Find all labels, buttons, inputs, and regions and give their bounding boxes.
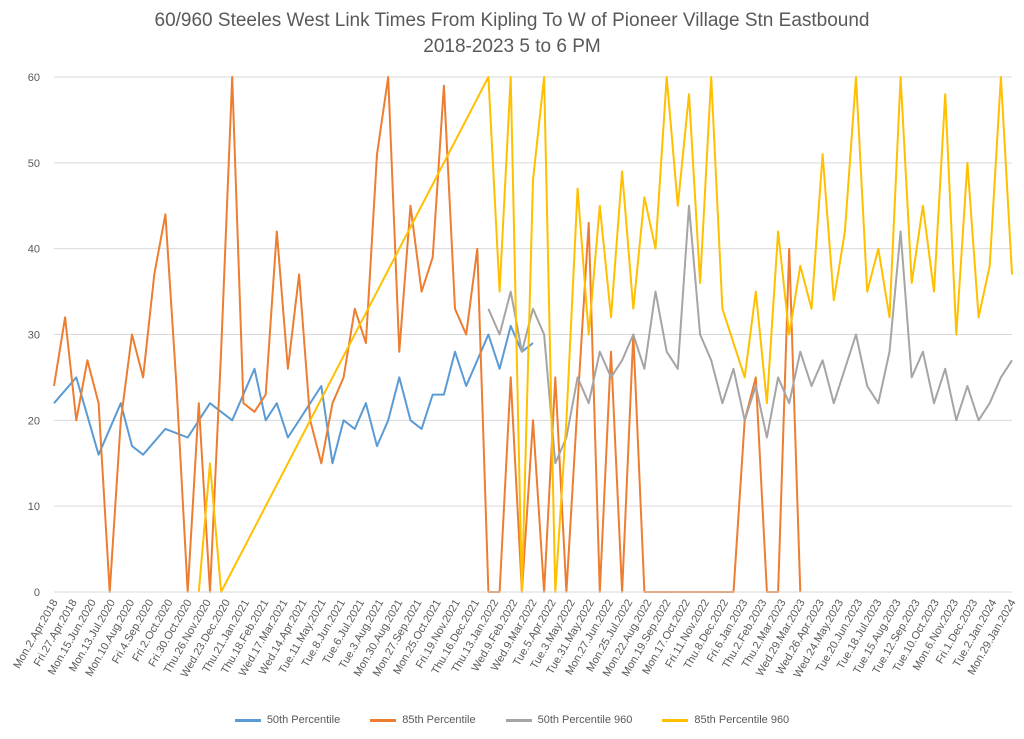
gridlines — [54, 76, 1012, 593]
y-tick-label: 50 — [28, 158, 40, 170]
legend-swatch — [234, 718, 261, 722]
legend-swatch — [662, 718, 689, 722]
chart-legend: 50th Percentile 85th Percentile 50th Perce… — [0, 714, 1024, 726]
legend-label: 85th Percentile — [402, 714, 476, 726]
chart-title: 60/960 Steeles West Link Times From Kipl… — [154, 10, 870, 31]
legend-item-2: 85th Percentile — [370, 714, 476, 726]
y-tick-label: 60 — [28, 72, 40, 84]
series-line-1 — [53, 324, 534, 465]
legend-swatch — [505, 718, 532, 722]
series-line-4 — [197, 76, 1013, 593]
y-tick-label: 10 — [28, 501, 40, 513]
legend-item-4: 85th Percentile 960 — [662, 714, 789, 726]
legend-item-1: 50th Percentile — [234, 714, 341, 726]
y-axis-ticks: 0 10 20 30 40 50 60 — [28, 72, 40, 599]
y-tick-label: 0 — [34, 587, 40, 599]
y-tick-label: 20 — [28, 415, 40, 427]
legend-swatch — [370, 718, 397, 722]
legend-item-3: 50th Percentile 960 — [505, 714, 633, 726]
legend-label: 50th Percentile — [266, 714, 341, 726]
y-tick-label: 40 — [28, 244, 40, 256]
y-tick-label: 30 — [28, 330, 40, 342]
legend-label: 50th Percentile 960 — [537, 714, 633, 726]
legend-label: 85th Percentile 960 — [694, 714, 790, 726]
chart-subtitle: 2018-2023 5 to 6 PM — [423, 36, 601, 57]
series-line-3 — [487, 204, 1013, 465]
x-axis-ticks: Mon.2.Apr.2018Fri.27.Apr.2018Mon.15.Jun.… — [11, 597, 1018, 679]
